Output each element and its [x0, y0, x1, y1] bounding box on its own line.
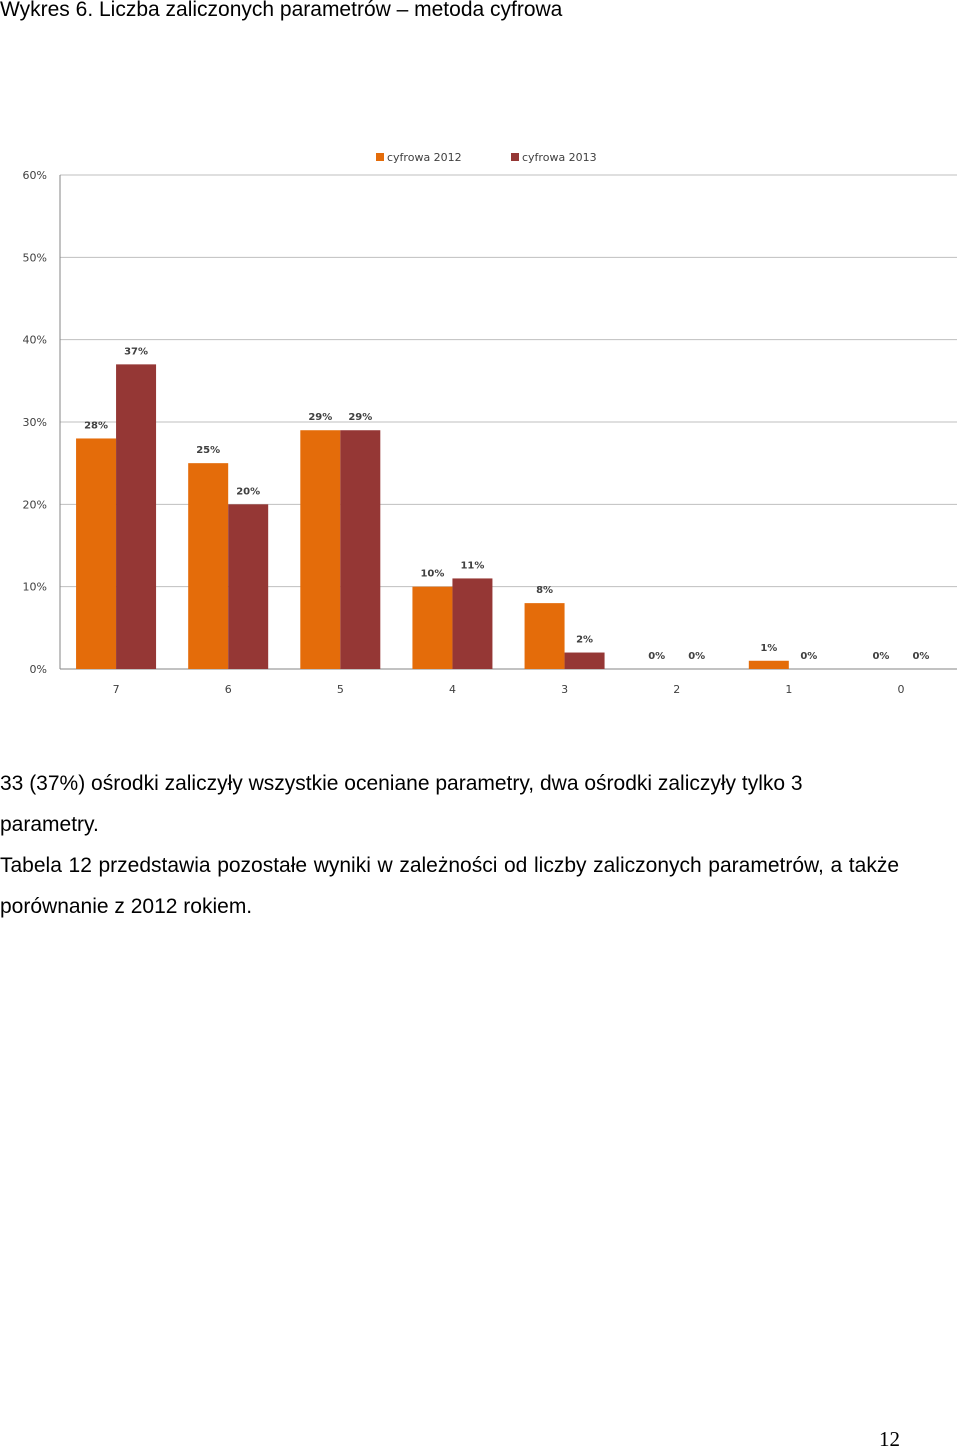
data-label: 1%	[760, 643, 777, 654]
y-tick-label: 40%	[23, 334, 47, 347]
bar-chart: 0% 10% 20% 30% 40% 50% 60% 28% 37% 7 25% 20% 6 29% 29%…	[0, 140, 960, 710]
bar-cyfrowa-2012-6	[188, 463, 229, 669]
bar-cyfrowa-2012-4	[412, 586, 453, 669]
y-tick-label: 60%	[23, 169, 47, 182]
x-tick-label: 7	[113, 683, 120, 696]
bar-cyfrowa-2013-7	[116, 364, 157, 669]
legend-swatch	[376, 153, 384, 161]
legend-swatch	[511, 153, 519, 161]
x-tick-label: 3	[561, 683, 568, 696]
bar-cyfrowa-2012-1	[748, 660, 789, 669]
data-label: 8%	[536, 585, 553, 596]
bar-cyfrowa-2013-5	[340, 430, 381, 669]
bar-cyfrowa-2012-3	[524, 603, 565, 669]
data-label: 0%	[912, 651, 929, 662]
data-label: 11%	[460, 560, 484, 571]
y-tick-label: 20%	[23, 498, 47, 511]
x-tick-label: 2	[673, 683, 680, 696]
legend-label: cyfrowa 2012	[387, 151, 462, 164]
data-label: 29%	[308, 412, 332, 423]
page-number: 12	[879, 1427, 900, 1451]
paragraph-results: 33 (37%) ośrodki zaliczyły wszystkie oce…	[0, 772, 803, 836]
bar-cyfrowa-2013-6	[228, 504, 269, 669]
y-tick-label: 10%	[23, 581, 47, 594]
bar-cyfrowa-2012-5	[300, 430, 341, 669]
x-tick-label: 4	[449, 683, 456, 696]
y-tick-label: 0%	[30, 663, 47, 676]
data-label: 0%	[800, 651, 817, 662]
bar-cyfrowa-2012-7	[76, 438, 117, 669]
y-tick-label: 30%	[23, 416, 47, 429]
y-tick-label: 50%	[23, 251, 47, 264]
data-label: 20%	[236, 486, 260, 497]
paragraph-table-reference: Tabela 12 przedstawia pozostałe wyniki w…	[0, 854, 899, 918]
bar-chart-svg: 0%10%20%30%40%50%60%28%37%725%20%629% 29%…	[23, 151, 957, 696]
data-label: 0%	[648, 651, 665, 662]
bar-cyfrowa-2013-3	[564, 652, 605, 669]
data-label: 25%	[196, 445, 220, 456]
data-label: 2%	[576, 635, 593, 646]
data-label: 0%	[688, 651, 705, 662]
legend-label: cyfrowa 2013	[522, 151, 597, 164]
x-tick-label: 6	[225, 683, 232, 696]
data-label: 0%	[872, 651, 889, 662]
data-label: 10%	[420, 569, 444, 580]
data-label: 28%	[84, 420, 108, 431]
x-tick-label: 5	[337, 683, 344, 696]
x-tick-label: 1	[785, 683, 792, 696]
data-label: 37%	[124, 346, 148, 357]
figure-caption: Wykres 6. Liczba zaliczonych parametrów …	[0, 0, 563, 21]
bar-cyfrowa-2013-4	[452, 578, 493, 669]
data-label: 29%	[348, 412, 372, 423]
x-tick-label: 0	[897, 683, 904, 696]
